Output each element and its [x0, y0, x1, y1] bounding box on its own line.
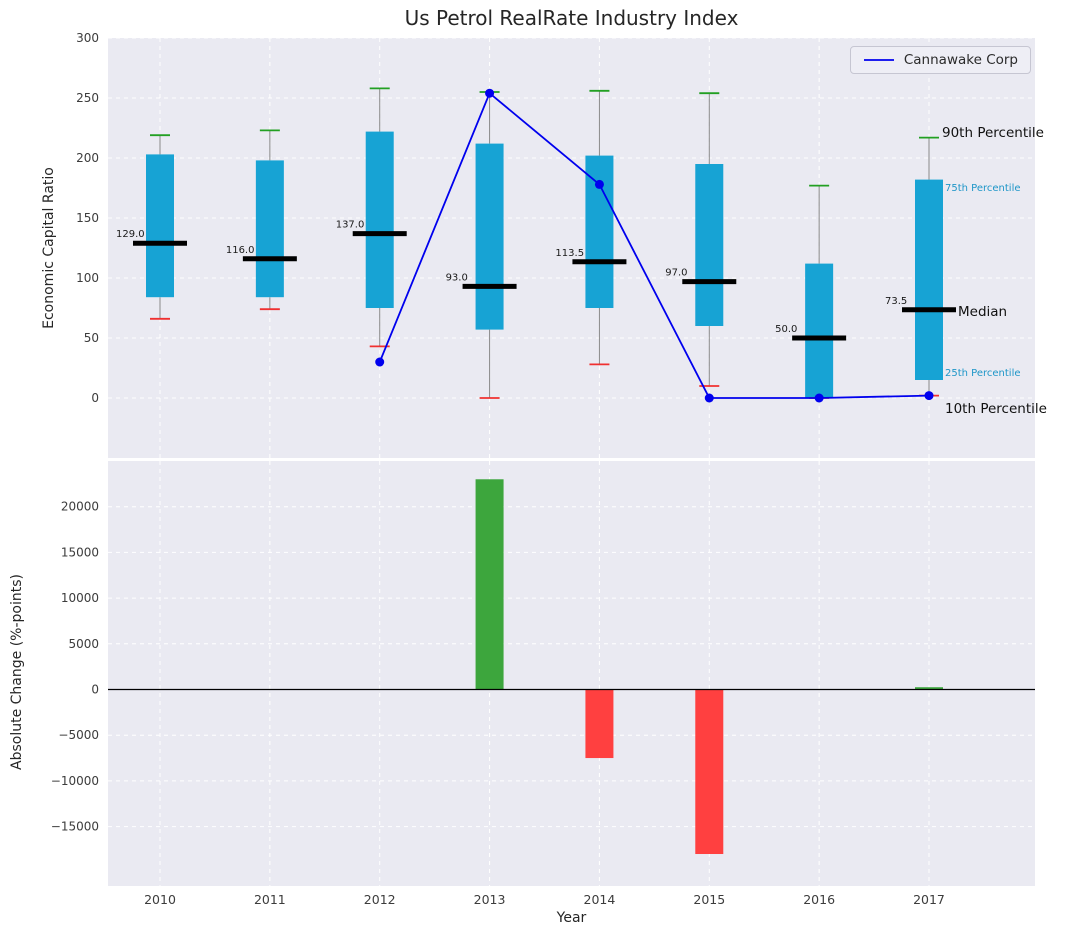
bottom-axes-bg	[108, 461, 1035, 886]
bar-2013	[475, 479, 504, 690]
box-2014	[585, 155, 614, 308]
median-label-2015: 97.0	[665, 268, 687, 279]
ytick-top-150: 150	[76, 211, 99, 225]
ytick-bottom-0: 0	[91, 682, 99, 696]
ytick-bottom-15000: 15000	[61, 545, 99, 559]
annotation-75th-percentile: 75th Percentile	[945, 183, 1021, 194]
xtick-2014: 2014	[584, 892, 616, 907]
median-label-2010: 129.0	[116, 229, 145, 240]
median-label-2011: 116.0	[226, 245, 255, 256]
annotation-10th-percentile: 10th Percentile	[945, 401, 1047, 417]
ytick-bottom--15000: −15000	[51, 820, 99, 834]
xtick-2017: 2017	[913, 892, 945, 907]
annotation-median: Median	[958, 304, 1007, 320]
box-2011	[255, 160, 284, 298]
cannawake-point-2014	[594, 179, 604, 189]
median-label-2013: 93.0	[446, 272, 468, 283]
cannawake-point-2012	[375, 357, 385, 367]
cannawake-line	[378, 91, 930, 399]
legend-label: Cannawake Corp	[903, 52, 1018, 68]
ytick-bottom-5000: 5000	[68, 637, 99, 651]
box-2017	[914, 179, 943, 380]
xtick-2012: 2012	[364, 892, 396, 907]
cannawake-point-2015	[704, 393, 714, 403]
legend-line-sample	[863, 59, 894, 61]
box-2016	[805, 263, 834, 398]
ytick-bottom--10000: −10000	[51, 774, 99, 788]
ytick-top-250: 250	[76, 91, 99, 105]
ytick-top-200: 200	[76, 151, 99, 165]
xtick-2010: 2010	[144, 892, 176, 907]
ytick-top-0: 0	[91, 391, 99, 405]
chart-title: Us Petrol RealRate Industry Index	[404, 6, 739, 30]
ylabel-economic-capital-ratio: Economic Capital Ratio	[41, 167, 57, 329]
xtick-2015: 2015	[693, 892, 725, 907]
bar-2017	[914, 687, 943, 690]
xtick-2013: 2013	[474, 892, 506, 907]
ytick-bottom-20000: 20000	[61, 500, 99, 514]
median-label-2012: 137.0	[336, 220, 365, 231]
ytick-bottom-10000: 10000	[61, 591, 99, 605]
xlabel-year: Year	[556, 910, 587, 926]
ytick-top-300: 300	[76, 31, 99, 45]
ytick-top-100: 100	[76, 271, 99, 285]
median-label-2017: 73.5	[885, 296, 907, 307]
cannawake-point-2013	[485, 88, 495, 98]
cannawake-point-2017	[924, 391, 934, 401]
xtick-2016: 2016	[803, 892, 835, 907]
median-label-2016: 50.0	[775, 324, 797, 335]
annotation-25th-percentile: 25th Percentile	[945, 368, 1021, 379]
xtick-2011: 2011	[254, 892, 286, 907]
box-2013	[475, 143, 504, 330]
box-2015	[695, 164, 724, 326]
annotation-90th-percentile: 90th Percentile	[942, 125, 1044, 141]
ytick-top-50: 50	[84, 331, 99, 345]
cannawake-point-2016	[814, 393, 824, 403]
box-2010	[146, 154, 174, 298]
legend: Cannawake Corp	[849, 46, 1031, 74]
ytick-bottom--5000: −5000	[58, 728, 99, 742]
bar-2015	[695, 689, 724, 855]
ylabel-absolute-change: Absolute Change (%-points)	[9, 574, 25, 770]
bar-2014	[585, 689, 614, 759]
box-2012	[365, 131, 394, 308]
median-label-2014: 113.5	[555, 248, 584, 259]
